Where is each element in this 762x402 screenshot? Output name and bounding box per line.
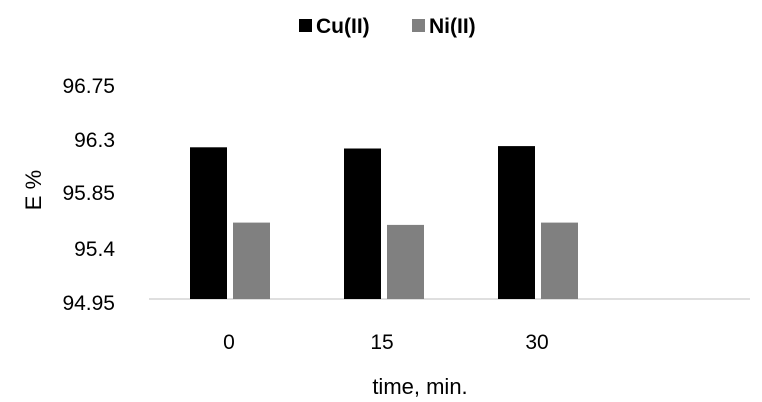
legend-swatch-ni <box>412 19 425 32</box>
bar-ni-15 <box>387 224 424 299</box>
y-tick-label: 94.95 <box>62 292 115 315</box>
y-tick-label: 96.3 <box>74 129 115 152</box>
y-axis-ticks: 96.75 96.3 95.85 95.4 94.95 <box>62 75 115 315</box>
y-tick-label: 96.75 <box>62 75 115 98</box>
legend-label-cu: Cu(II) <box>316 15 370 38</box>
bar-ni-30 <box>541 222 578 299</box>
y-tick-label: 95.4 <box>74 238 115 261</box>
bars <box>190 146 578 299</box>
bar-cu-15 <box>344 148 381 299</box>
bar-ni-0 <box>233 222 270 299</box>
x-tick-label: 15 <box>370 331 393 354</box>
bar-cu-0 <box>190 147 227 299</box>
x-tick-label: 30 <box>525 331 548 354</box>
y-axis-title: E % <box>21 170 46 210</box>
x-axis-ticks: 0 15 30 <box>223 331 549 354</box>
bar-cu-30 <box>498 146 535 299</box>
y-tick-label: 95.85 <box>62 182 115 205</box>
x-axis-title: time, min. <box>372 374 467 399</box>
legend: Cu(II) Ni(II) <box>299 15 476 38</box>
x-tick-label: 0 <box>223 331 235 354</box>
legend-label-ni: Ni(II) <box>429 15 476 38</box>
legend-swatch-cu <box>299 19 312 32</box>
